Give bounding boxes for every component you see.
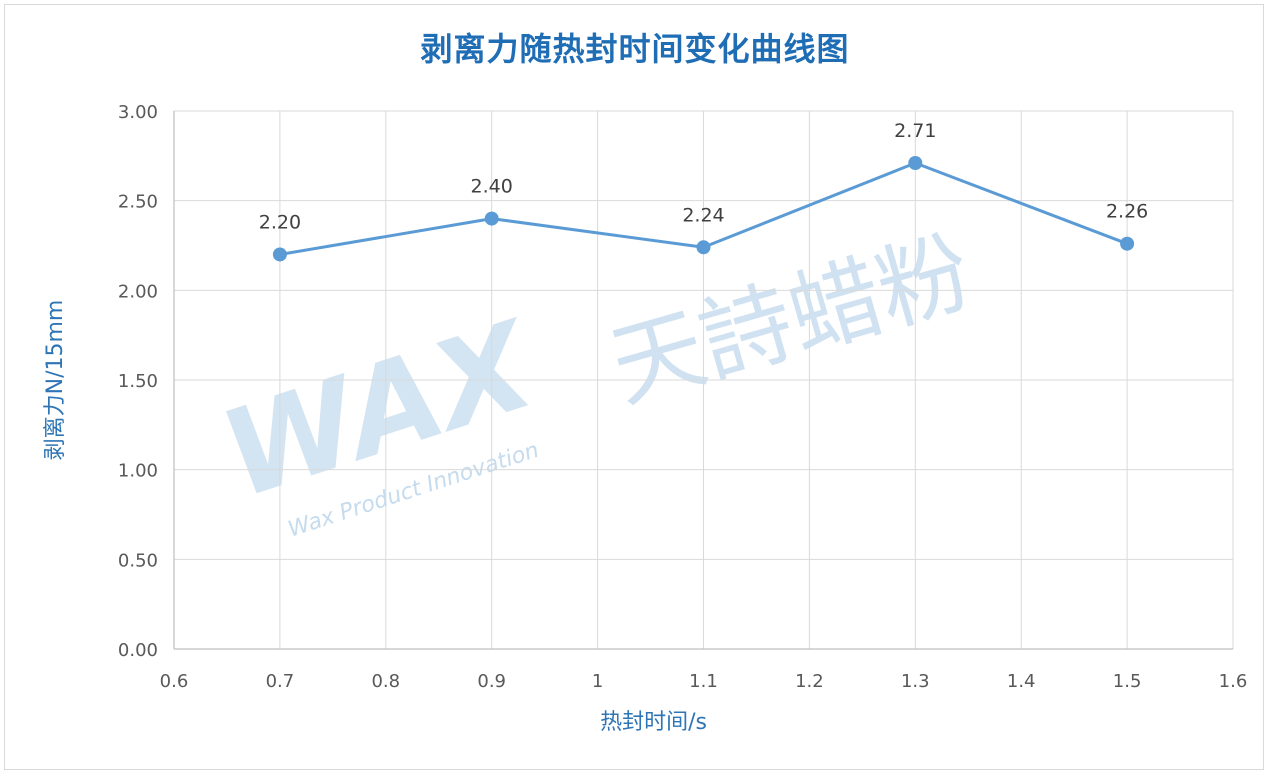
- x-tick-label: 1.5: [1113, 671, 1142, 692]
- x-axis-title: 热封时间/s: [600, 710, 707, 735]
- y-tick-label: 1.50: [118, 371, 158, 392]
- data-label: 2.40: [471, 176, 513, 198]
- data-label: 2.26: [1106, 201, 1148, 223]
- x-tick-label: 1.1: [689, 671, 718, 692]
- x-tick-label: 0.9: [477, 671, 506, 692]
- watermark: WAX Wax Product Innovation 天詩蜡粉: [207, 218, 983, 543]
- x-tick-label: 1.3: [901, 671, 930, 692]
- series: 2.20 2.40 2.24 2.71 2.26: [259, 120, 1148, 262]
- y-tick-label: 0.50: [118, 550, 158, 571]
- x-tick-label: 1.6: [1219, 671, 1248, 692]
- data-label: 2.24: [682, 204, 724, 226]
- data-point: [908, 156, 923, 171]
- x-tick-label: 0.6: [160, 671, 189, 692]
- data-label: 2.71: [894, 120, 936, 142]
- chart-title: 剥离力随热封时间变化曲线图: [420, 30, 850, 68]
- axes: [173, 111, 1233, 650]
- y-axis-title: 剥离力N/15mm: [43, 300, 68, 461]
- data-point: [696, 240, 711, 255]
- y-tick-label: 2.50: [118, 192, 158, 213]
- x-tick-label: 1.2: [795, 671, 824, 692]
- chart-frame: [4, 4, 1264, 770]
- data-point: [484, 211, 499, 226]
- x-tick-label: 1: [592, 671, 603, 692]
- data-label: 2.20: [259, 211, 301, 233]
- watermark-logo: WAX Wax Product Innovation: [207, 295, 553, 542]
- x-tick-label: 1.4: [1007, 671, 1036, 692]
- x-tick-label: 0.7: [266, 671, 295, 692]
- tick-labels: 0.6 0.7 0.8 0.9 1 1.1 1.2 1.3 1.4 1.5 1.6 0.00 0.50 1…: [118, 102, 1247, 692]
- gridlines: [173, 110, 1234, 650]
- data-point: [1120, 236, 1135, 251]
- y-tick-label: 3.00: [118, 102, 158, 123]
- y-tick-label: 1.00: [118, 461, 158, 482]
- y-tick-label: 2.00: [118, 281, 158, 302]
- y-tick-label: 0.00: [118, 640, 158, 661]
- watermark-brand: 天詩蜡粉: [600, 218, 983, 422]
- x-tick-label: 0.8: [371, 671, 400, 692]
- data-point: [272, 247, 287, 262]
